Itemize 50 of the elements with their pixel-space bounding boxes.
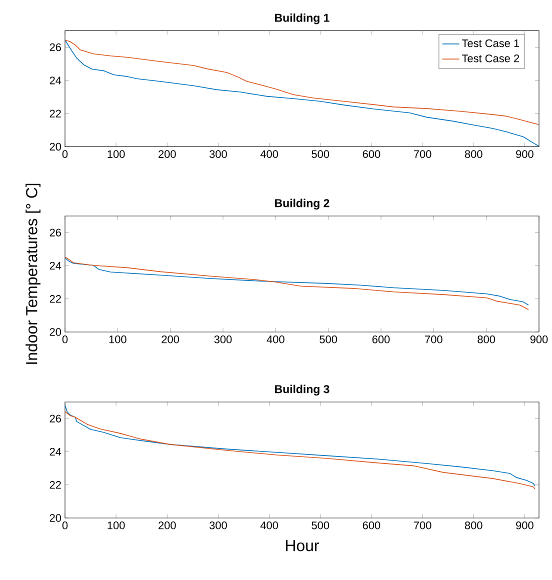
y-tick-label: 22 bbox=[50, 481, 61, 489]
x-tick-label: 800 bbox=[464, 522, 482, 530]
x-tick-label: 200 bbox=[158, 150, 176, 158]
x-tick-label: 900 bbox=[516, 522, 534, 530]
legend-label: Test Case 2 bbox=[462, 54, 520, 62]
x-tick-label: 500 bbox=[312, 522, 330, 530]
x-tick-label: 900 bbox=[530, 336, 548, 344]
x-tick-label: 600 bbox=[362, 150, 380, 158]
x-tick-label: 100 bbox=[108, 150, 125, 158]
x-tick-label: 400 bbox=[260, 522, 278, 530]
x-tick-label: 400 bbox=[260, 150, 278, 158]
y-tick-label: 20 bbox=[50, 328, 62, 336]
x-tick-label: 700 bbox=[414, 150, 432, 158]
x-tick-label: 0 bbox=[62, 522, 68, 530]
y-tick-label: 24 bbox=[50, 76, 62, 84]
y-tick-label: 22 bbox=[50, 110, 61, 118]
x-tick-label: 300 bbox=[210, 150, 227, 158]
x-tick-label: 300 bbox=[214, 336, 232, 344]
x-tick-label: 500 bbox=[320, 336, 338, 344]
x-tick-label: 200 bbox=[158, 522, 176, 530]
x-tick-label: 600 bbox=[362, 522, 380, 530]
chart-title: Building 2 bbox=[275, 198, 330, 210]
x-tick-label: 500 bbox=[312, 150, 330, 158]
y-tick-label: 24 bbox=[50, 262, 62, 270]
y-tick-label: 26 bbox=[50, 228, 61, 236]
y-axis-title: Indoor Temperatures [° C] bbox=[26, 184, 40, 364]
x-tick-label: 600 bbox=[372, 336, 390, 344]
x-tick-label: 200 bbox=[162, 336, 180, 344]
x-axis-title: Hour bbox=[286, 540, 320, 552]
x-tick-label: 900 bbox=[516, 150, 534, 158]
x-tick-label: 100 bbox=[108, 522, 125, 530]
y-tick-label: 20 bbox=[50, 514, 62, 522]
line-series bbox=[65, 40, 539, 125]
x-tick-label: 800 bbox=[478, 336, 496, 344]
x-tick-label: 400 bbox=[266, 336, 284, 344]
x-tick-label: 0 bbox=[62, 336, 68, 344]
y-tick-label: 22 bbox=[50, 295, 61, 303]
y-tick-label: 26 bbox=[50, 43, 61, 52]
y-tick-label: 26 bbox=[50, 414, 61, 422]
x-tick-label: 800 bbox=[464, 150, 482, 158]
x-tick-label: 700 bbox=[425, 336, 442, 344]
y-tick-label: 24 bbox=[50, 448, 62, 456]
chart-title: Building 1 bbox=[275, 13, 330, 24]
legend-label: Test Case 1 bbox=[462, 39, 520, 48]
chart-title: Building 3 bbox=[275, 384, 330, 396]
x-tick-label: 700 bbox=[414, 522, 432, 530]
x-tick-label: 100 bbox=[109, 336, 126, 344]
x-tick-label: 0 bbox=[62, 150, 68, 158]
y-tick-label: 20 bbox=[50, 142, 62, 151]
x-tick-label: 300 bbox=[210, 522, 227, 530]
